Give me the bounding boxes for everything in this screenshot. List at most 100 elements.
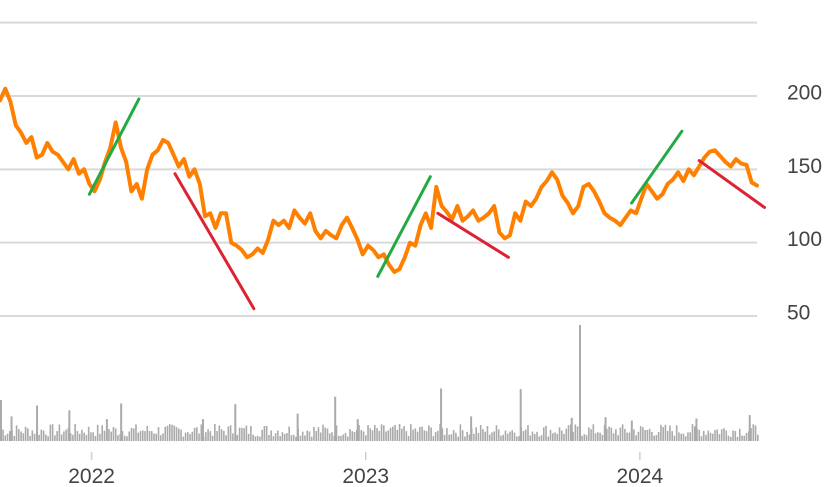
volume-bar [101, 425, 103, 441]
volume-bar [216, 430, 218, 441]
volume-spike [356, 419, 359, 441]
volume-bar [732, 430, 734, 441]
volume-bar [705, 434, 707, 441]
volume-bar [220, 429, 223, 441]
volume-bar [146, 425, 149, 441]
volume-bar [709, 432, 712, 441]
y-tick-label: 100 [787, 228, 822, 251]
volume-bar [331, 432, 333, 441]
volume-bar [369, 428, 372, 441]
volume-bar [353, 431, 356, 441]
volume-bar [83, 432, 85, 441]
volume-bar [182, 436, 185, 441]
volume-bar [651, 431, 653, 441]
volume-bar [380, 424, 383, 441]
volume-bar [430, 427, 432, 441]
volume-bar [232, 433, 234, 441]
volume-bar [475, 427, 477, 441]
volume-bar [466, 431, 468, 441]
volume-spike [579, 325, 582, 441]
volume-bar [168, 424, 171, 441]
volume-bar [459, 424, 462, 441]
volume-bar [186, 432, 189, 441]
volume-bar [624, 428, 626, 441]
volume-bar [299, 435, 302, 441]
volume-bar [745, 432, 748, 441]
volume-bar [281, 432, 284, 441]
volume-bar [15, 425, 18, 441]
volume-bar [328, 433, 331, 441]
volume-bar [646, 429, 649, 441]
volume-bar [144, 431, 146, 441]
volume-bar [2, 429, 4, 441]
volume-bar [720, 429, 723, 441]
volume-bar [18, 429, 20, 441]
volume-bar [698, 429, 701, 441]
volume-bar [590, 429, 592, 441]
volume-bar [653, 435, 655, 441]
volume-bar [326, 428, 329, 441]
volume-bar [757, 434, 759, 441]
volume-bar [308, 431, 311, 441]
volume-bar [103, 430, 106, 441]
volume-bar [130, 427, 133, 441]
volume-bar [711, 433, 714, 441]
volume-bar [500, 435, 502, 441]
volume-bar [509, 431, 511, 441]
volume-bar [123, 435, 126, 441]
volume-bar [378, 430, 381, 441]
volume-bar [551, 433, 554, 441]
volume-bar [563, 433, 565, 441]
volume-bar [729, 436, 732, 441]
volume-bar [310, 436, 313, 441]
volume-bar [117, 435, 119, 441]
volume-bar [558, 427, 561, 441]
volume-bar [29, 435, 31, 441]
volume-bar [155, 433, 158, 441]
volume-bar [31, 430, 34, 441]
x-tick-label: 2024 [616, 465, 663, 487]
volume-bar [583, 434, 586, 441]
volume-bar [207, 429, 209, 441]
volume-bar [259, 436, 261, 441]
volume-bar [524, 429, 527, 441]
volume-bar [265, 425, 268, 441]
volume-bar [691, 424, 694, 441]
volume-bar [371, 430, 374, 441]
volume-bar [621, 424, 624, 441]
volume-bar [27, 428, 29, 441]
volume-bar [367, 425, 369, 441]
volume-bar [743, 435, 746, 441]
volume-bar [560, 430, 563, 441]
volume-bar [664, 424, 667, 441]
volume-bar [414, 428, 417, 441]
volume-bar [387, 430, 390, 441]
volume-bar [680, 433, 682, 441]
volume-bar [243, 428, 245, 441]
volume-bar [497, 429, 500, 441]
x-tick-label: 2022 [68, 465, 115, 487]
trend-line [436, 211, 510, 259]
volume-bar [47, 436, 49, 441]
volume-bar [723, 428, 725, 441]
volume-bar [51, 424, 54, 441]
volume-bar [495, 425, 498, 441]
volume-bar [317, 427, 320, 441]
volume-bar [477, 432, 480, 441]
volume-bar [351, 431, 354, 441]
volume-bar [511, 430, 514, 441]
volume-bar [457, 436, 459, 441]
volume-bar [175, 427, 178, 441]
volume-bar [423, 430, 426, 441]
volume-bar [581, 435, 583, 441]
volume-bar [716, 429, 719, 441]
volume-bar [40, 429, 43, 441]
price-line [0, 86, 759, 274]
volume-bar [139, 431, 142, 441]
volume-bar [254, 436, 257, 441]
volume-bar [714, 430, 716, 441]
trend-line [173, 172, 256, 311]
volume-bar [574, 424, 577, 441]
volume-bar [700, 436, 703, 441]
volume-spike [570, 417, 573, 441]
